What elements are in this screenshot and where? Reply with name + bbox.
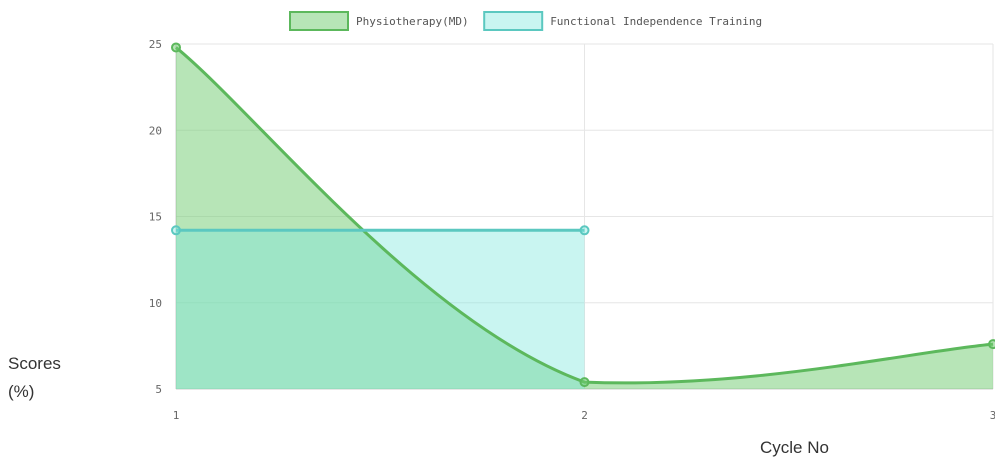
data-point bbox=[579, 225, 590, 236]
legend-item-0[interactable]: Physiotherapy(MD) bbox=[289, 11, 469, 31]
y-axis-title: Scores (%) bbox=[8, 354, 61, 401]
x-tick-label: 3 bbox=[990, 409, 995, 422]
series-lines bbox=[175, 46, 994, 385]
data-point bbox=[579, 377, 590, 388]
y-tick-label: 10 bbox=[149, 297, 162, 310]
y-tick-label: 5 bbox=[155, 383, 162, 396]
series-line-0 bbox=[175, 46, 994, 385]
series-areas bbox=[176, 47, 993, 389]
legend[interactable]: Physiotherapy(MD) Functional Independence… bbox=[289, 11, 762, 31]
series-area-1 bbox=[176, 230, 585, 389]
data-point bbox=[171, 42, 181, 53]
legend-swatch bbox=[289, 11, 349, 31]
legend-label: Functional Independence Training bbox=[550, 15, 762, 28]
x-axis-title: Cycle No bbox=[760, 438, 829, 457]
x-tick-labels: 1 2 3 bbox=[173, 409, 995, 422]
series-points bbox=[171, 42, 995, 388]
y-tick-labels: 5 10 15 20 25 bbox=[149, 38, 162, 396]
x-tick-label: 2 bbox=[581, 409, 588, 422]
data-point bbox=[171, 225, 181, 236]
y-tick-label: 25 bbox=[149, 38, 162, 51]
legend-label: Physiotherapy(MD) bbox=[356, 15, 469, 28]
legend-item-1[interactable]: Functional Independence Training bbox=[483, 11, 762, 31]
data-point bbox=[988, 339, 995, 350]
y-tick-label: 20 bbox=[149, 124, 162, 137]
legend-swatch bbox=[483, 11, 544, 31]
series-area-0 bbox=[176, 47, 993, 389]
y-tick-label: 15 bbox=[149, 211, 162, 224]
x-tick-label: 1 bbox=[173, 409, 180, 422]
